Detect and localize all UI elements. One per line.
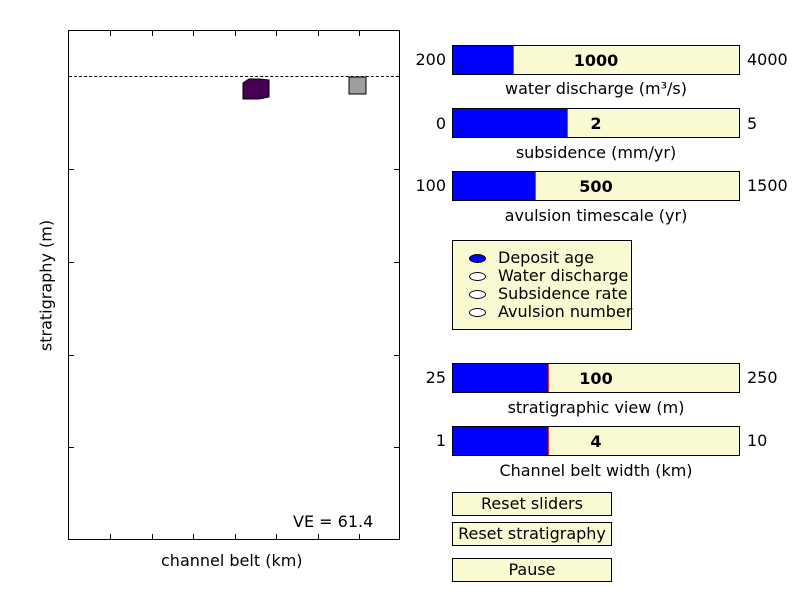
subsidence-label: subsidence (mm/yr) [515,143,677,162]
x-tick [152,31,153,36]
channel-marker [348,76,367,95]
water-discharge-max: 4000 [747,50,788,69]
slider-handle[interactable] [535,172,536,200]
radio-label: Water discharge [498,266,629,285]
subsidence-min: 0 [435,114,446,133]
slider-fill [453,172,535,200]
slider-fill [453,427,548,455]
x-tick [235,31,236,36]
color-by-radio-group: Deposit age Water discharge Subsidence r… [452,240,632,330]
avulsion-timescale-min: 100 [415,176,446,195]
radio-button-icon[interactable] [469,308,486,317]
channel-belt-width-min: 1 [435,431,446,450]
subsidence-max: 5 [747,114,758,133]
channel-belt-width-slider[interactable]: 4 [452,426,740,456]
channel-deposit [242,78,270,100]
water-discharge-min: 200 [415,50,446,69]
y-tick [394,355,399,356]
stratigraphy-plot: VE = 61.4 [68,30,400,540]
reset-sliders-button[interactable]: Reset sliders [452,492,612,516]
channel-belt-width-label: Channel belt width (km) [499,461,693,480]
x-tick [276,534,277,539]
basin-surface-dashed-line [69,76,399,77]
x-tick [193,534,194,539]
water-discharge-slider[interactable]: 1000 [452,45,740,75]
y-tick [394,169,399,170]
slider-fill [453,109,567,137]
y-tick [69,169,74,170]
avulsion-timescale-slider[interactable]: 500 [452,171,740,201]
x-tick [359,534,360,539]
channel-belt-width-max: 10 [747,431,768,450]
x-tick [359,31,360,36]
radio-button-icon[interactable] [469,272,486,281]
slider-handle[interactable] [513,46,514,74]
x-tick [318,534,319,539]
y-tick [69,262,74,263]
slider-fill [453,364,548,392]
stratigraphic-view-label: stratigraphic view (m) [507,398,685,417]
slider-value: 1000 [573,51,619,70]
x-tick [193,31,194,36]
reset-stratigraphy-button[interactable]: Reset stratigraphy [452,522,612,546]
slider-value: 2 [590,114,602,133]
y-tick [394,262,399,263]
x-axis-label: channel belt (km) [161,551,303,570]
y-tick [394,447,399,448]
avulsion-timescale-max: 1500 [747,176,788,195]
slider-handle[interactable] [567,109,568,137]
slider-handle[interactable] [548,364,549,392]
slider-fill [453,46,513,74]
x-tick [235,534,236,539]
radio-label: Subsidence rate [498,284,628,303]
slider-value: 4 [590,432,602,451]
x-tick [110,31,111,36]
radio-label: Avulsion number [498,302,633,321]
pause-button[interactable]: Pause [452,558,612,582]
y-tick [69,447,74,448]
y-axis-label: stratigraphy (m) [36,219,56,352]
stratigraphic-view-min: 25 [425,368,446,387]
radio-button-icon[interactable] [469,254,486,263]
x-tick [110,534,111,539]
slider-handle[interactable] [548,427,549,455]
x-tick [152,534,153,539]
stratigraphic-view-slider[interactable]: 100 [452,363,740,393]
vertical-exaggeration-label: VE = 61.4 [293,512,374,531]
slider-value: 500 [579,177,613,196]
y-tick [69,355,74,356]
x-tick [276,31,277,36]
avulsion-timescale-label: avulsion timescale (yr) [504,206,688,225]
deposits-layer [242,76,367,100]
subsidence-slider[interactable]: 2 [452,108,740,138]
radio-label: Deposit age [498,248,595,267]
x-tick [318,31,319,36]
water-discharge-label: water discharge (m³/s) [505,79,687,98]
radio-button-icon[interactable] [469,290,486,299]
stratigraphic-view-max: 250 [747,368,778,387]
slider-value: 100 [579,369,613,388]
